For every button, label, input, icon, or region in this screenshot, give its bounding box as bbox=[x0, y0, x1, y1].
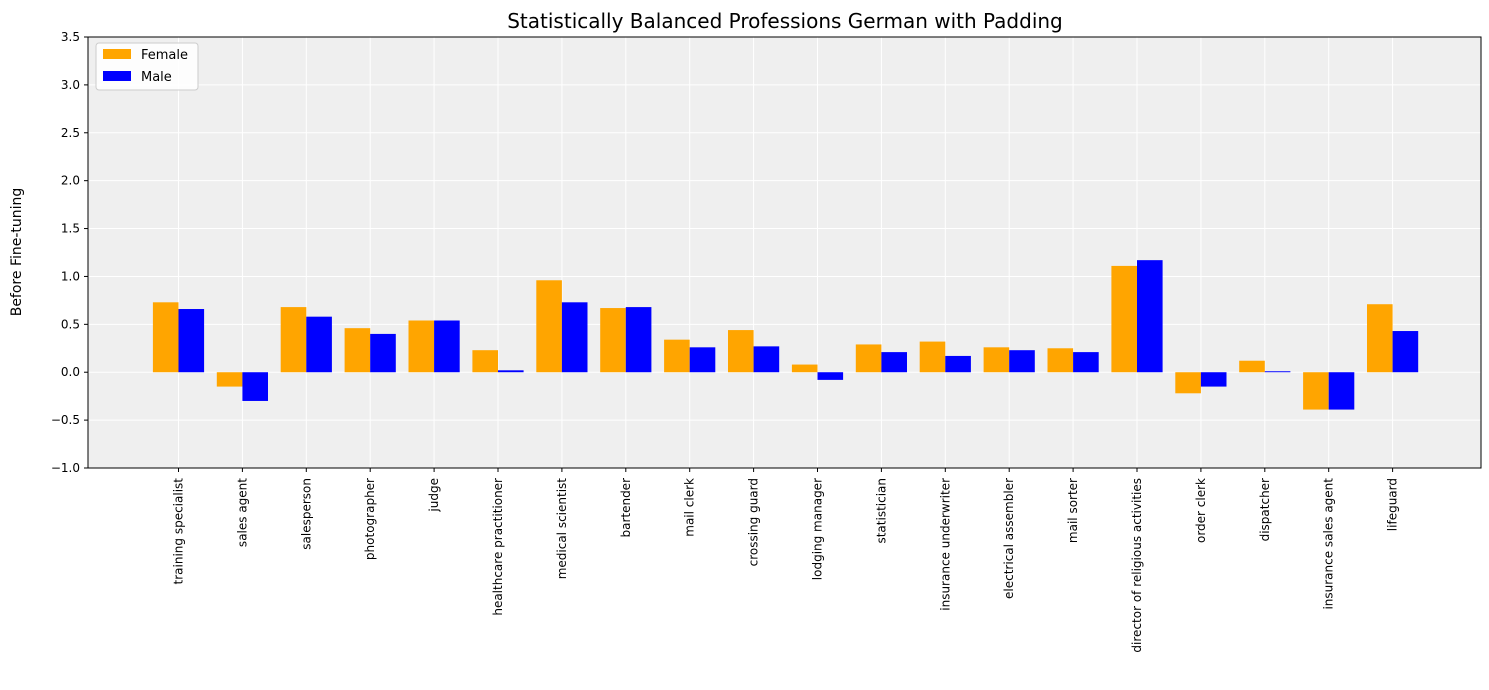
bar-male bbox=[817, 372, 844, 380]
legend-label-female: Female bbox=[141, 48, 188, 63]
x-tick-label: photographer bbox=[363, 478, 377, 560]
bar-female bbox=[1111, 265, 1137, 373]
x-tick-label: mail clerk bbox=[683, 478, 697, 537]
y-tick-label: 0.5 bbox=[61, 317, 80, 331]
bar-male bbox=[178, 309, 205, 373]
bar-female bbox=[919, 341, 946, 373]
bar-female bbox=[1175, 372, 1201, 394]
plot-frame bbox=[87, 36, 1482, 469]
x-tick-label: sales agent bbox=[235, 478, 249, 547]
x-tick-label: statistician bbox=[874, 478, 888, 544]
bar-male bbox=[1073, 352, 1099, 373]
bar-male bbox=[945, 355, 971, 373]
x-tick-label: dispatcher bbox=[1258, 478, 1272, 541]
bar-female bbox=[1239, 360, 1265, 373]
bar-female bbox=[600, 308, 626, 373]
bar-female bbox=[1367, 304, 1393, 373]
x-tick-label: lifeguard bbox=[1386, 478, 1400, 531]
bar-male bbox=[1392, 331, 1419, 373]
bar-male bbox=[1137, 260, 1163, 373]
bar-male bbox=[1200, 372, 1227, 387]
legend: Female Male bbox=[95, 42, 199, 91]
bar-male bbox=[242, 372, 268, 401]
legend-swatch-female bbox=[103, 49, 131, 59]
bar-female bbox=[408, 320, 435, 373]
y-tick-label: 0.0 bbox=[61, 365, 80, 379]
bar-female bbox=[1047, 348, 1074, 373]
x-tick-label: mail sorter bbox=[1066, 478, 1080, 543]
plot-area bbox=[88, 37, 1481, 468]
y-tick-label: 2.0 bbox=[61, 174, 80, 188]
bar-male bbox=[1264, 371, 1291, 373]
x-tick-label: electrical assembler bbox=[1002, 478, 1016, 599]
bar-male bbox=[561, 302, 588, 373]
x-tick-label: insurance sales agent bbox=[1322, 478, 1336, 610]
bar-female bbox=[728, 330, 754, 373]
legend-label-male: Male bbox=[141, 70, 172, 85]
bar-male bbox=[625, 307, 652, 373]
y-tick-label: −1.0 bbox=[51, 461, 80, 475]
legend-swatch-male bbox=[103, 71, 131, 81]
bar-male bbox=[1328, 372, 1355, 410]
bar-female bbox=[855, 344, 882, 373]
chart-title: Statistically Balanced Professions Germa… bbox=[507, 9, 1063, 33]
bars bbox=[152, 260, 1419, 410]
y-tick-label: 1.0 bbox=[61, 269, 80, 283]
bar-female bbox=[152, 302, 179, 373]
y-axis-label: Before Fine-tuning bbox=[9, 188, 25, 317]
bar-male bbox=[434, 320, 460, 373]
x-tick-label: training specialist bbox=[172, 478, 186, 585]
bar-female bbox=[472, 350, 498, 373]
bar-female bbox=[216, 372, 243, 387]
bar-female bbox=[664, 339, 690, 373]
y-tick-label: 3.0 bbox=[61, 78, 80, 92]
bar-male bbox=[1009, 350, 1035, 373]
x-tick-label: director of religious activities bbox=[1130, 478, 1144, 653]
x-tick-label: lodging manager bbox=[811, 478, 825, 580]
y-tick-label: 2.5 bbox=[61, 126, 80, 140]
y-tick-label: −0.5 bbox=[51, 413, 80, 427]
bar-female bbox=[1303, 372, 1329, 410]
bar-male bbox=[753, 346, 780, 373]
bar-male bbox=[689, 347, 716, 373]
x-tick-label: healthcare practitioner bbox=[491, 478, 505, 616]
x-tick-label: bartender bbox=[619, 478, 633, 538]
bar-female bbox=[791, 364, 818, 373]
x-tick-label: salesperson bbox=[299, 478, 313, 550]
x-tick-label: medical scientist bbox=[555, 478, 569, 580]
x-tick-label: judge bbox=[427, 478, 441, 513]
bar-female bbox=[280, 307, 307, 373]
y-tick-label: 1.5 bbox=[61, 222, 80, 236]
y-axis: −1.0 −0.5 0.0 0.5 1.0 1.5 2.0 2.5 3.0 3.5 bbox=[51, 30, 88, 475]
bar-female bbox=[983, 347, 1010, 373]
bar-male bbox=[881, 352, 907, 373]
bar-female bbox=[344, 328, 371, 373]
x-tick-label: insurance underwriter bbox=[938, 478, 952, 611]
x-tick-label: order clerk bbox=[1194, 478, 1208, 543]
x-tick-label: crossing guard bbox=[747, 478, 761, 566]
bar-male bbox=[498, 370, 524, 373]
bar-male bbox=[370, 333, 396, 373]
x-axis: training specialist sales agent salesperso… bbox=[172, 468, 1400, 653]
y-tick-label: 3.5 bbox=[61, 30, 80, 44]
bar-female bbox=[536, 280, 562, 373]
bar-male bbox=[306, 316, 332, 373]
grid bbox=[88, 36, 1481, 469]
